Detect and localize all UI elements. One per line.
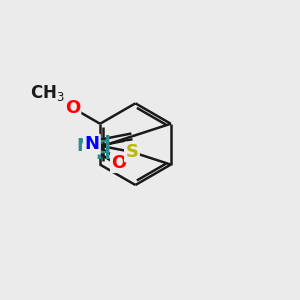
Text: S: S	[125, 143, 138, 161]
Text: O: O	[111, 154, 127, 172]
Text: H: H	[95, 134, 110, 152]
Text: N: N	[84, 135, 99, 153]
Text: N: N	[76, 136, 92, 154]
Text: O: O	[64, 99, 80, 117]
Text: CH$_3$: CH$_3$	[30, 83, 64, 103]
Text: H: H	[95, 145, 110, 163]
